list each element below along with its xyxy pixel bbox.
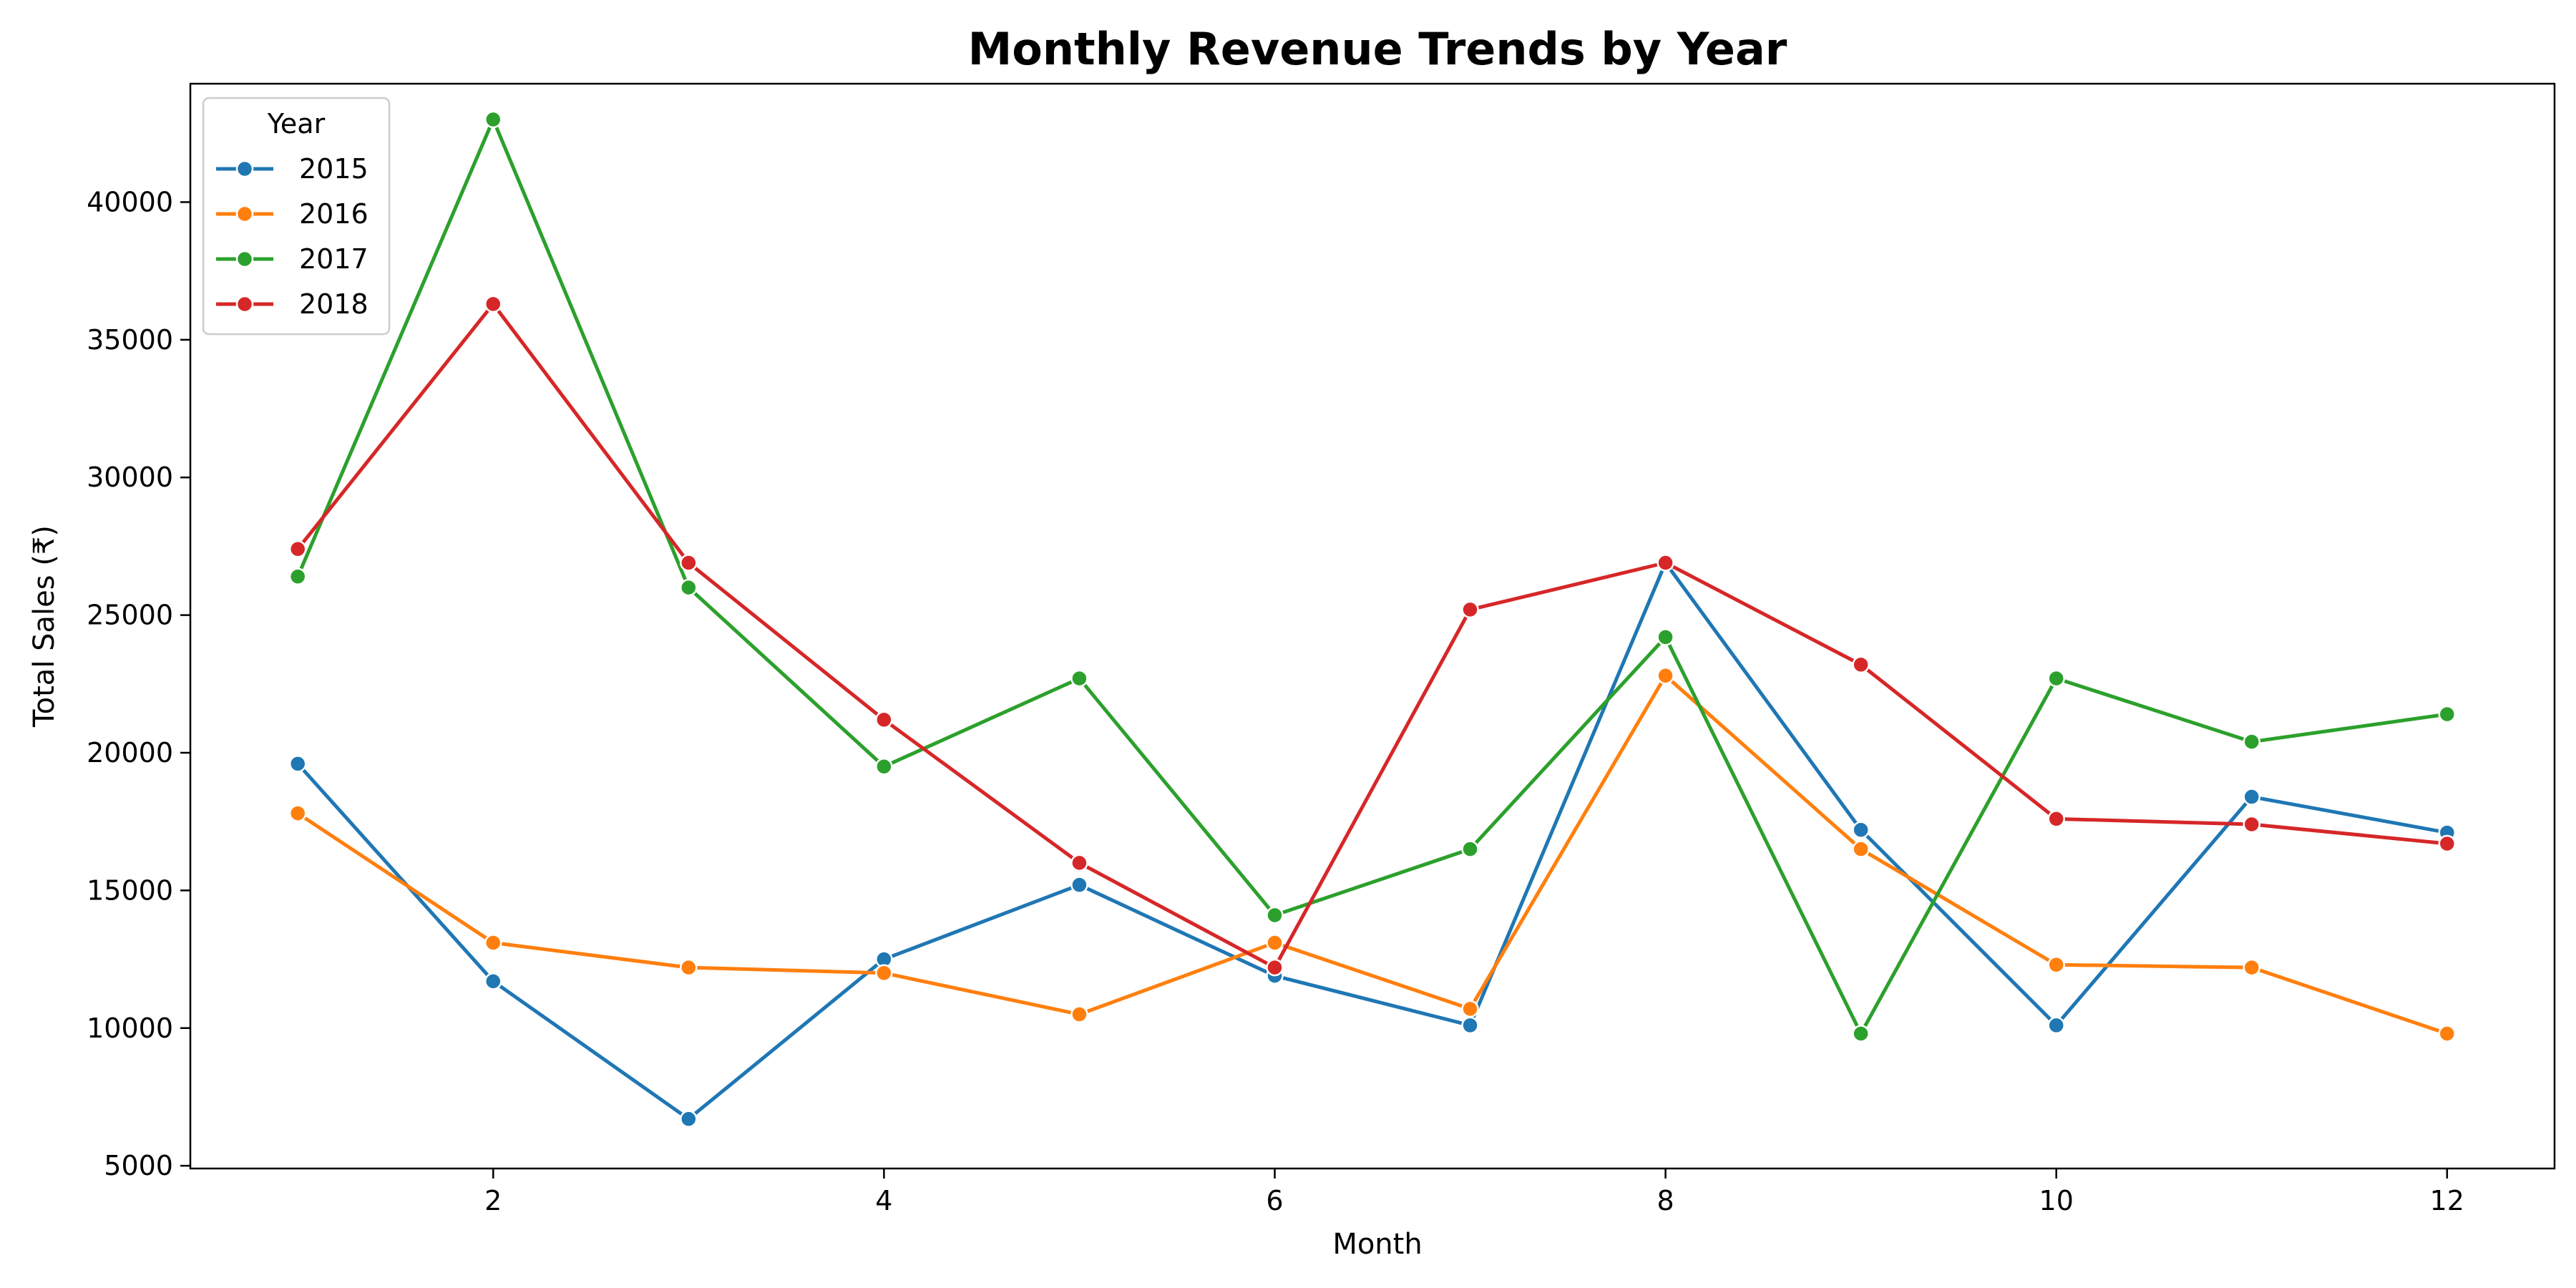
data-point	[2047, 1016, 2065, 1035]
data-point	[680, 578, 698, 597]
data-point	[288, 567, 307, 585]
plot-area-frame	[189, 82, 2556, 1170]
legend-marker	[235, 205, 254, 223]
chart-title: Monthly Revenue Trends by Year	[968, 23, 1787, 75]
data-point	[1461, 1016, 1479, 1035]
data-point	[2047, 669, 2065, 688]
legend-marker	[235, 250, 254, 268]
data-point	[288, 804, 307, 822]
x-axis-ticks: 2 4 6 8 10 12	[484, 1169, 2464, 1216]
data-point	[484, 972, 502, 990]
series-layer	[288, 110, 2457, 1128]
x-tick-label: 10	[2039, 1185, 2074, 1216]
y-axis-ticks: 5000 10000 15000 20000 25000 30000 35000 40000	[87, 186, 190, 1181]
data-point	[2438, 834, 2457, 853]
data-point	[1266, 934, 1284, 952]
data-point	[875, 757, 893, 776]
data-point	[288, 540, 307, 558]
data-point	[680, 958, 698, 977]
data-point	[680, 554, 698, 572]
y-tick-label: 15000	[87, 874, 173, 906]
y-axis-label: Total Sales (₹)	[28, 525, 61, 728]
data-point	[1266, 958, 1284, 977]
data-point	[1852, 1025, 1870, 1043]
data-point	[1852, 655, 1870, 674]
data-point	[1852, 821, 1870, 839]
data-point	[1852, 840, 1870, 858]
legend-marker	[235, 295, 254, 313]
y-tick-label: 40000	[87, 186, 173, 218]
x-tick-label: 6	[1266, 1185, 1283, 1216]
data-point	[1657, 667, 1674, 685]
series-line-2015	[296, 561, 2448, 1121]
y-tick-label: 20000	[87, 737, 173, 769]
x-tick-label: 2	[484, 1185, 502, 1216]
legend-item-2016: 2016	[216, 198, 369, 230]
data-point	[484, 110, 502, 129]
data-point	[680, 1110, 698, 1128]
data-point	[1657, 554, 1674, 572]
data-point	[1070, 876, 1088, 894]
legend-marker	[235, 160, 254, 178]
data-point	[1461, 1000, 1479, 1018]
series-2018	[288, 295, 2457, 977]
data-point	[2047, 956, 2065, 974]
legend-label: 2015	[299, 153, 369, 185]
series-line-2018	[296, 302, 2448, 970]
data-point	[1070, 669, 1088, 688]
data-point	[1657, 628, 1674, 646]
data-point	[2243, 815, 2261, 834]
data-point	[484, 295, 502, 313]
legend-label: 2016	[299, 198, 369, 230]
legend-item-2017: 2017	[216, 243, 369, 275]
legend-items: 2015 2016 2017 2018	[216, 153, 369, 320]
legend-item-2018: 2018	[216, 288, 369, 320]
y-tick-label: 5000	[104, 1150, 173, 1181]
data-point	[2047, 810, 2065, 828]
data-point	[1070, 1005, 1088, 1023]
y-tick-label: 30000	[87, 462, 173, 493]
y-tick-label: 10000	[87, 1013, 173, 1044]
data-point	[2243, 788, 2261, 806]
data-point	[2243, 733, 2261, 751]
legend: Year 2015 2016 2017 2018	[202, 97, 391, 336]
y-tick-label: 35000	[87, 324, 173, 356]
series-2015	[288, 554, 2457, 1128]
x-tick-label: 12	[2430, 1185, 2464, 1216]
y-tick-label: 25000	[87, 600, 173, 631]
data-point	[1461, 600, 1479, 619]
data-point	[2438, 1025, 2457, 1043]
x-tick-label: 4	[875, 1185, 892, 1216]
data-point	[875, 964, 893, 982]
series-2017	[288, 110, 2457, 1043]
legend-label: 2017	[299, 243, 369, 275]
series-2016	[288, 667, 2457, 1043]
data-point	[2438, 705, 2457, 723]
x-tick-label: 8	[1657, 1185, 1674, 1216]
data-point	[875, 711, 893, 729]
legend-item-2015: 2015	[216, 153, 369, 185]
series-line-2016	[296, 673, 2448, 1035]
legend-box	[202, 97, 391, 336]
x-axis-label: Month	[1332, 1228, 1422, 1261]
data-point	[1070, 854, 1088, 872]
data-point	[1461, 840, 1479, 858]
legend-label: 2018	[299, 288, 369, 320]
data-point	[484, 934, 502, 952]
data-point	[288, 755, 307, 773]
legend-title: Year	[267, 108, 326, 140]
series-line-2017	[296, 117, 2448, 1035]
data-point	[1266, 906, 1284, 924]
data-point	[2243, 958, 2261, 977]
